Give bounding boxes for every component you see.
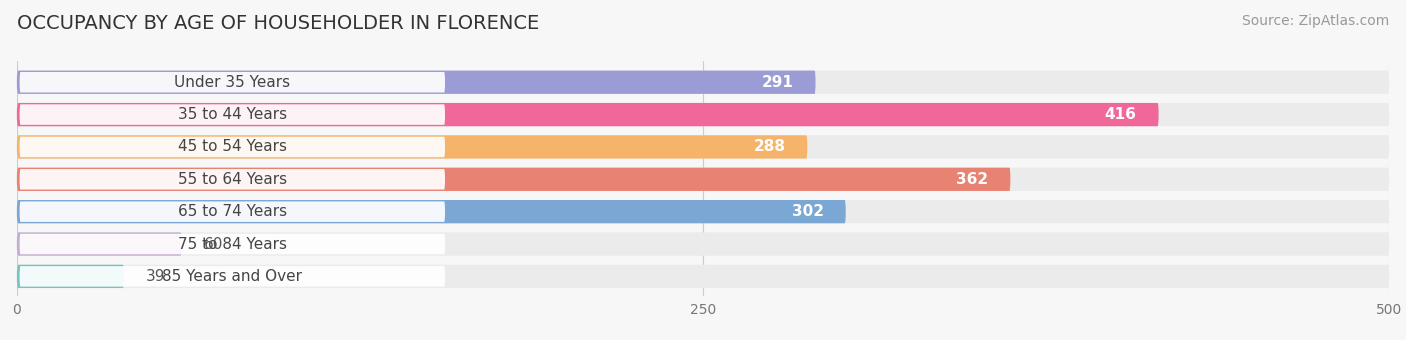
Text: Source: ZipAtlas.com: Source: ZipAtlas.com	[1241, 14, 1389, 28]
Text: 75 to 84 Years: 75 to 84 Years	[177, 237, 287, 252]
Text: 416: 416	[1105, 107, 1136, 122]
Text: 291: 291	[762, 75, 793, 90]
FancyBboxPatch shape	[17, 265, 124, 288]
FancyBboxPatch shape	[17, 168, 1011, 191]
FancyBboxPatch shape	[17, 265, 1389, 288]
FancyBboxPatch shape	[20, 234, 446, 254]
FancyBboxPatch shape	[17, 232, 1389, 256]
FancyBboxPatch shape	[17, 103, 1389, 126]
Text: 39: 39	[146, 269, 166, 284]
FancyBboxPatch shape	[20, 104, 446, 125]
FancyBboxPatch shape	[17, 71, 815, 94]
FancyBboxPatch shape	[17, 71, 1389, 94]
Text: 35 to 44 Years: 35 to 44 Years	[177, 107, 287, 122]
FancyBboxPatch shape	[17, 135, 807, 158]
FancyBboxPatch shape	[17, 232, 181, 256]
FancyBboxPatch shape	[20, 137, 446, 157]
FancyBboxPatch shape	[17, 135, 1389, 158]
Text: 302: 302	[792, 204, 824, 219]
Text: Under 35 Years: Under 35 Years	[174, 75, 291, 90]
FancyBboxPatch shape	[17, 200, 1389, 223]
Text: 362: 362	[956, 172, 988, 187]
FancyBboxPatch shape	[17, 168, 1389, 191]
FancyBboxPatch shape	[20, 72, 446, 92]
Text: 45 to 54 Years: 45 to 54 Years	[177, 139, 287, 154]
Text: 55 to 64 Years: 55 to 64 Years	[177, 172, 287, 187]
FancyBboxPatch shape	[20, 201, 446, 222]
Text: 65 to 74 Years: 65 to 74 Years	[177, 204, 287, 219]
Text: 85 Years and Over: 85 Years and Over	[162, 269, 302, 284]
FancyBboxPatch shape	[20, 266, 446, 287]
FancyBboxPatch shape	[17, 103, 1159, 126]
FancyBboxPatch shape	[17, 200, 846, 223]
Text: 288: 288	[754, 139, 786, 154]
FancyBboxPatch shape	[20, 169, 446, 190]
Text: OCCUPANCY BY AGE OF HOUSEHOLDER IN FLORENCE: OCCUPANCY BY AGE OF HOUSEHOLDER IN FLORE…	[17, 14, 538, 33]
Text: 60: 60	[204, 237, 224, 252]
